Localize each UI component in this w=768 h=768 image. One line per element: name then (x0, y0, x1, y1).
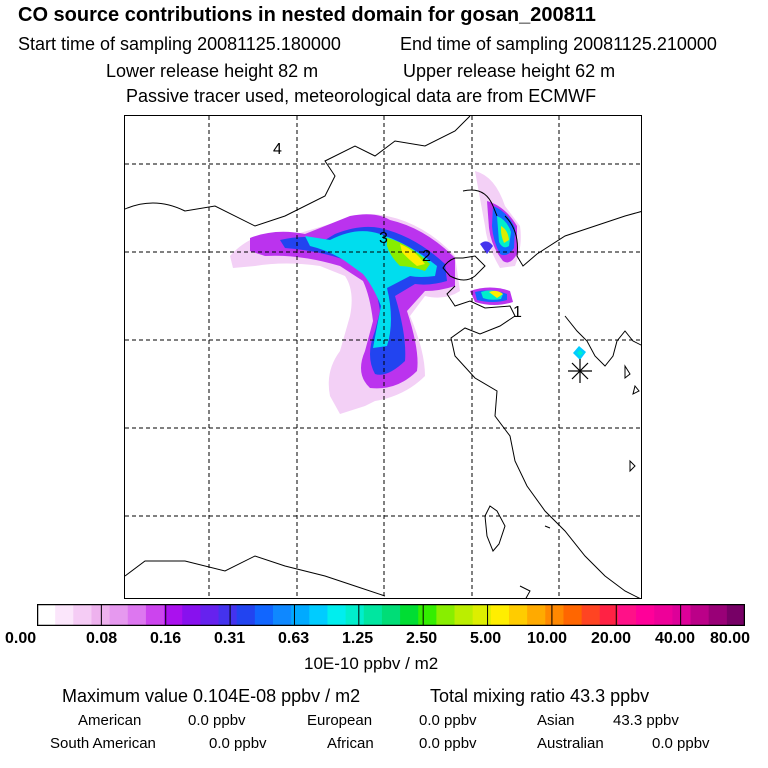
color-swatch (545, 604, 565, 626)
color-swatch (418, 604, 437, 626)
color-swatch (273, 604, 292, 626)
color-swatch (109, 604, 129, 626)
color-swatch (164, 604, 183, 626)
end-time-label: End time of sampling 20081125.210000 (400, 34, 717, 54)
color-swatch (218, 604, 238, 626)
receptor-star-icon (568, 359, 592, 383)
color-swatch (636, 604, 655, 626)
upper-release-label: Upper release height 62 m (403, 61, 616, 81)
color-swatch (363, 604, 383, 626)
color-swatch (726, 604, 745, 626)
max-value: Maximum value 0.104E-08 ppbv / m2 (62, 686, 361, 706)
color-swatch (236, 604, 256, 626)
color-swatch (581, 604, 601, 626)
source-label-1: 1 (513, 304, 522, 321)
color-swatch (381, 604, 401, 626)
european-label: European (307, 712, 373, 729)
color-swatch (454, 604, 474, 626)
color-swatch (127, 604, 147, 626)
color-swatch (654, 604, 673, 626)
lower-release-label: Lower release height 82 m (106, 61, 319, 81)
scale-tick-10: 40.00 (655, 630, 696, 647)
color-scale-bar (37, 604, 745, 626)
color-swatch (254, 604, 274, 626)
total-mixing-ratio: Total mixing ratio 43.3 ppbv (430, 686, 650, 706)
scale-tick-6: 2.50 (406, 630, 438, 647)
color-swatch (309, 604, 329, 626)
color-swatch (327, 604, 347, 626)
south-american-value: 0.0 ppbv (209, 735, 267, 752)
scale-tick-9: 20.00 (591, 630, 632, 647)
color-swatch (145, 604, 165, 626)
australian-value: 0.0 ppbv (652, 735, 710, 752)
coastlines (125, 116, 641, 598)
concentration-field (230, 171, 586, 414)
tracer-note: Passive tracer used, meteorological data… (126, 86, 597, 106)
source-label-3: 3 (379, 230, 388, 247)
scale-tick-7: 5.00 (470, 630, 502, 647)
scale-tick-1: 0.08 (86, 630, 118, 647)
asian-value: 43.3 ppbv (613, 712, 679, 729)
scale-tick-4: 0.63 (278, 630, 310, 647)
color-swatch (345, 604, 365, 626)
american-value: 0.0 ppbv (188, 712, 246, 729)
color-swatch (617, 604, 637, 626)
color-bar-border (37, 604, 745, 626)
south-american-label: South American (50, 735, 156, 752)
color-swatch (672, 604, 692, 626)
asian-label: Asian (537, 712, 575, 729)
scale-tick-2: 0.16 (150, 630, 182, 647)
color-swatch (73, 604, 93, 626)
grid-lines (125, 116, 641, 598)
start-time-label: Start time of sampling 20081125.180000 (18, 34, 341, 54)
page-title: CO source contributions in nested domain… (18, 4, 596, 26)
european-value: 0.0 ppbv (419, 712, 477, 729)
scale-tick-3: 0.31 (214, 630, 246, 647)
color-swatch (509, 604, 528, 626)
african-label: African (327, 735, 374, 752)
map-canvas: 1 2 3 4 (125, 116, 641, 598)
color-swatch (599, 604, 619, 626)
map-panel: 1 2 3 4 (124, 115, 642, 599)
scale-unit: 10E-10 ppbv / m2 (304, 654, 439, 673)
color-swatch (55, 604, 74, 626)
color-swatch (37, 604, 56, 626)
scale-tick-5: 1.25 (342, 630, 374, 647)
color-swatch (436, 604, 456, 626)
color-swatch (291, 604, 310, 626)
color-swatch (563, 604, 583, 626)
color-swatch (400, 604, 419, 626)
color-swatch (490, 604, 510, 626)
scale-tick-8: 10.00 (527, 630, 568, 647)
color-swatch (708, 604, 728, 626)
color-swatch (527, 604, 546, 626)
source-label-2: 2 (422, 248, 431, 265)
scale-tick-11: 80.00 (710, 630, 751, 647)
source-label-4: 4 (273, 141, 282, 158)
australian-label: Australian (537, 735, 604, 752)
color-swatch (200, 604, 220, 626)
african-value: 0.0 ppbv (419, 735, 477, 752)
american-label: American (78, 712, 142, 729)
scale-tick-0: 0.00 (5, 630, 37, 647)
color-swatch (472, 604, 492, 626)
color-swatch (690, 604, 710, 626)
color-swatch (91, 604, 111, 626)
color-swatch (182, 604, 201, 626)
